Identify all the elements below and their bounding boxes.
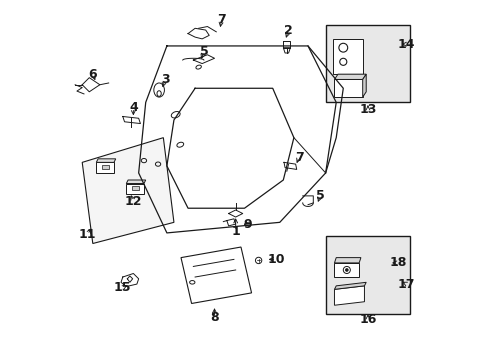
Polygon shape: [362, 74, 366, 97]
Polygon shape: [82, 138, 174, 243]
Text: 2: 2: [284, 23, 292, 37]
Text: 12: 12: [124, 195, 142, 208]
Text: 3: 3: [161, 73, 169, 86]
Polygon shape: [283, 48, 290, 53]
Polygon shape: [334, 286, 364, 305]
Text: 11: 11: [79, 228, 96, 241]
Ellipse shape: [345, 269, 347, 271]
Text: 16: 16: [359, 313, 376, 326]
Text: 4: 4: [129, 101, 138, 114]
Text: 15: 15: [114, 281, 131, 294]
Text: 8: 8: [210, 311, 218, 324]
Polygon shape: [334, 258, 360, 263]
Text: 17: 17: [397, 278, 415, 291]
Polygon shape: [126, 180, 145, 184]
Bar: [325, 25, 409, 102]
Text: 7: 7: [294, 150, 303, 163]
Text: 7: 7: [217, 13, 225, 26]
Polygon shape: [334, 263, 358, 277]
Polygon shape: [334, 80, 362, 97]
Text: 6: 6: [88, 68, 97, 81]
Text: 1: 1: [231, 225, 240, 238]
Text: 14: 14: [397, 38, 415, 51]
Polygon shape: [334, 74, 366, 80]
Polygon shape: [126, 184, 143, 194]
Text: 10: 10: [267, 253, 285, 266]
Text: 13: 13: [359, 103, 376, 116]
Polygon shape: [131, 186, 139, 190]
Polygon shape: [96, 162, 114, 173]
Polygon shape: [334, 282, 366, 289]
Bar: [325, 237, 409, 314]
Text: 9: 9: [243, 217, 252, 231]
Polygon shape: [181, 247, 251, 303]
Text: 5: 5: [315, 189, 324, 202]
Text: 5: 5: [199, 45, 208, 58]
Bar: [332, 39, 362, 74]
Polygon shape: [102, 165, 108, 169]
Text: 18: 18: [388, 256, 406, 269]
Polygon shape: [96, 159, 116, 162]
